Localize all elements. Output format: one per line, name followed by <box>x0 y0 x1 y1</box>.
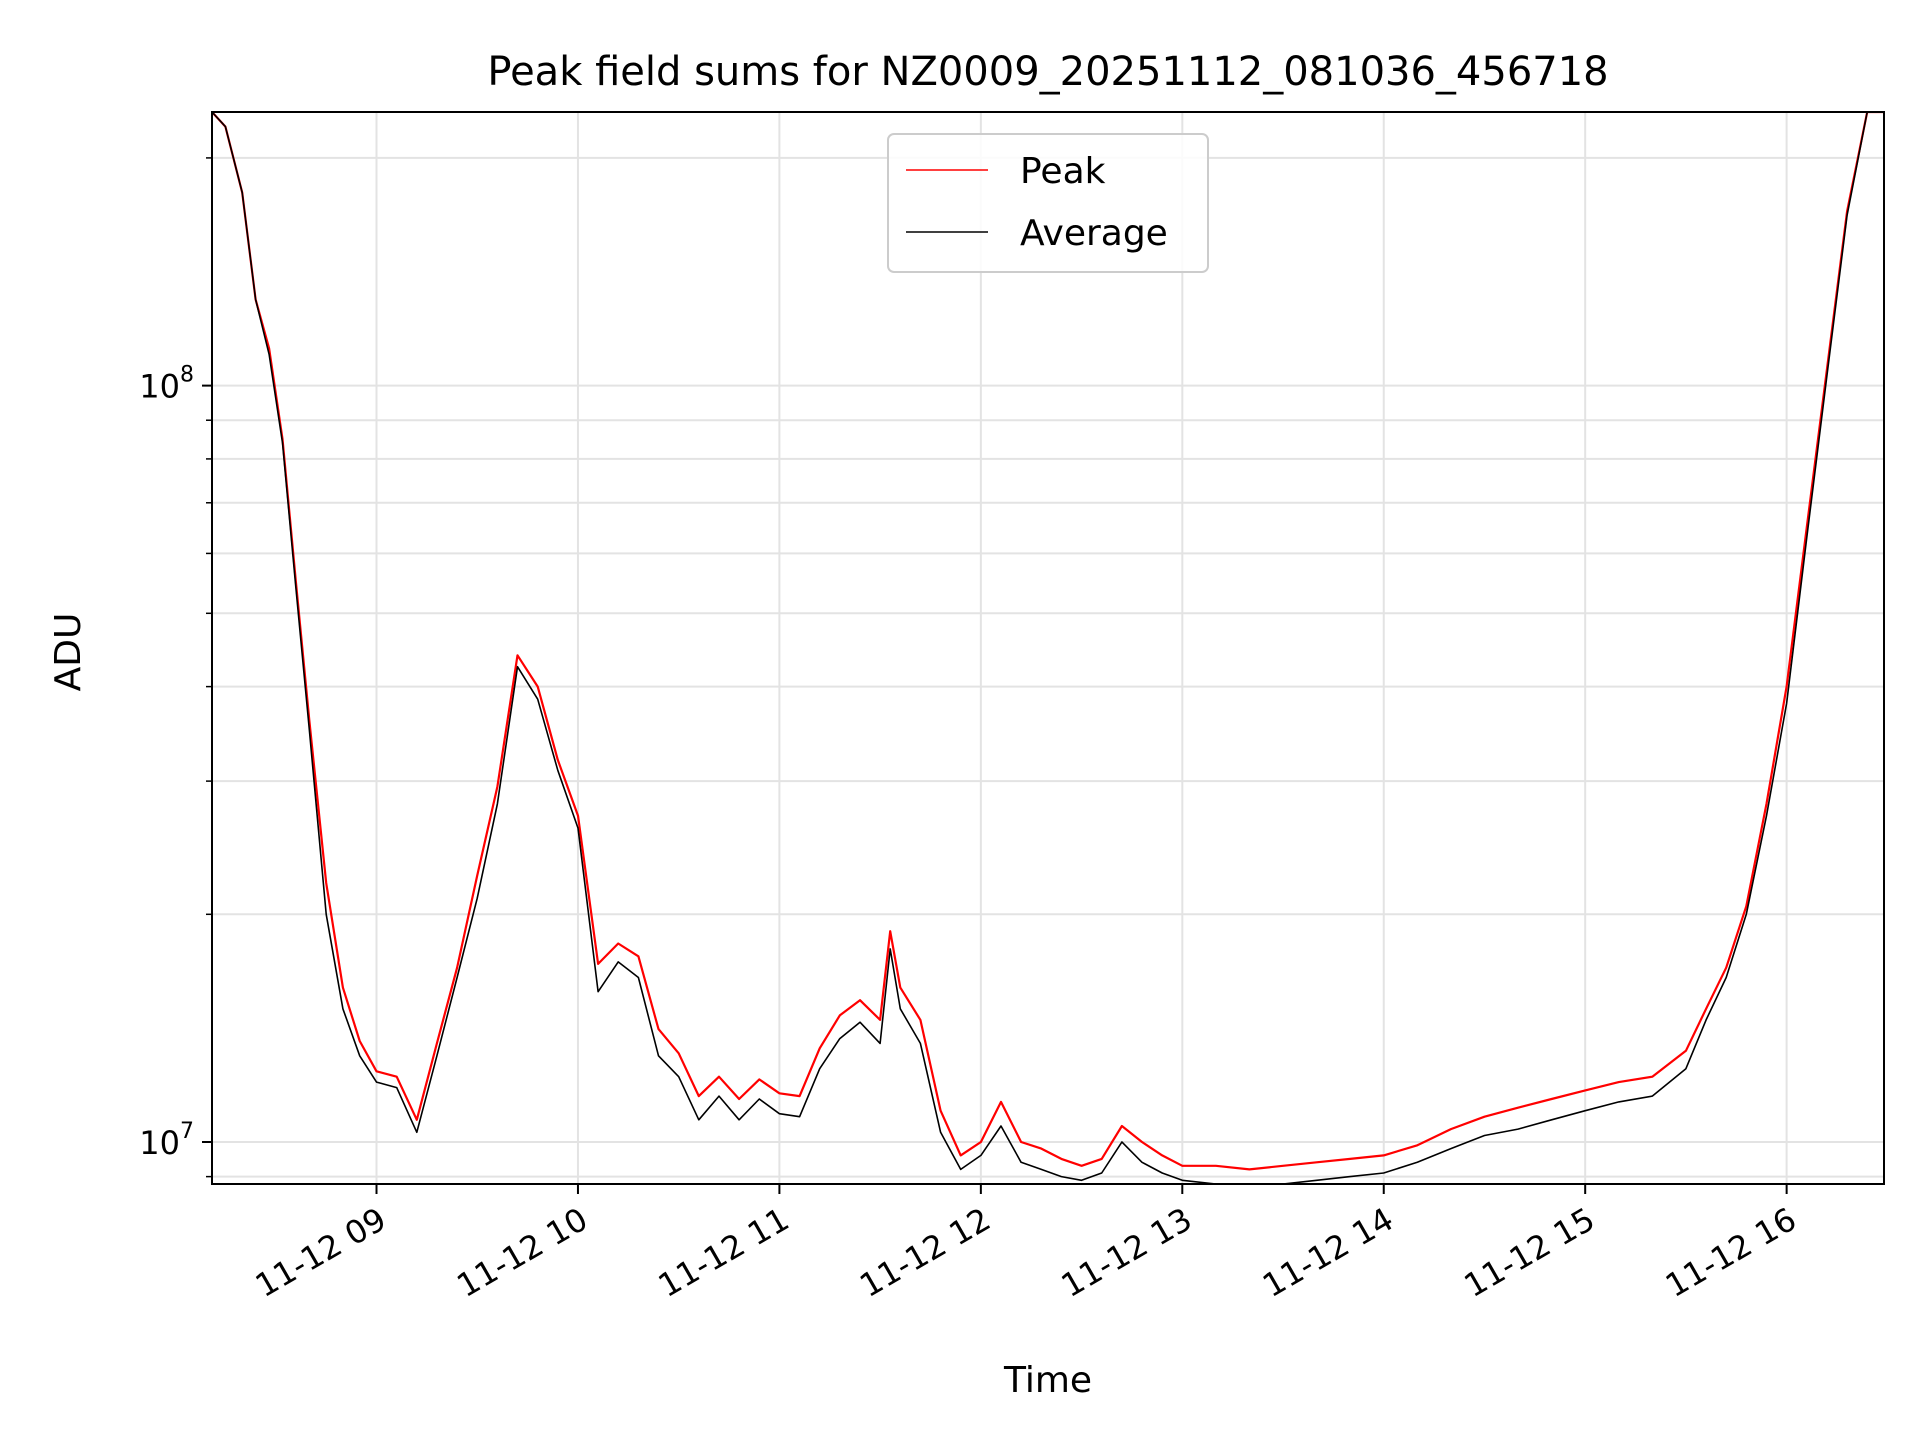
legend-box <box>887 133 1209 273</box>
series-line-average <box>212 112 1884 1184</box>
legend-label-peak: Peak <box>1020 151 1106 192</box>
x-axis-label: Time <box>1003 1360 1092 1401</box>
series-lines <box>212 112 1884 1184</box>
chart-title: Peak field sums for NZ0009_20251112_0810… <box>487 49 1608 95</box>
legend: Peak Average <box>887 133 1209 273</box>
series-line-peak <box>212 112 1884 1171</box>
plot-frame <box>211 111 1885 1185</box>
grid <box>212 112 1884 1184</box>
y-axis-label: ADU <box>48 613 89 692</box>
legend-label-average: Average <box>1020 213 1168 254</box>
